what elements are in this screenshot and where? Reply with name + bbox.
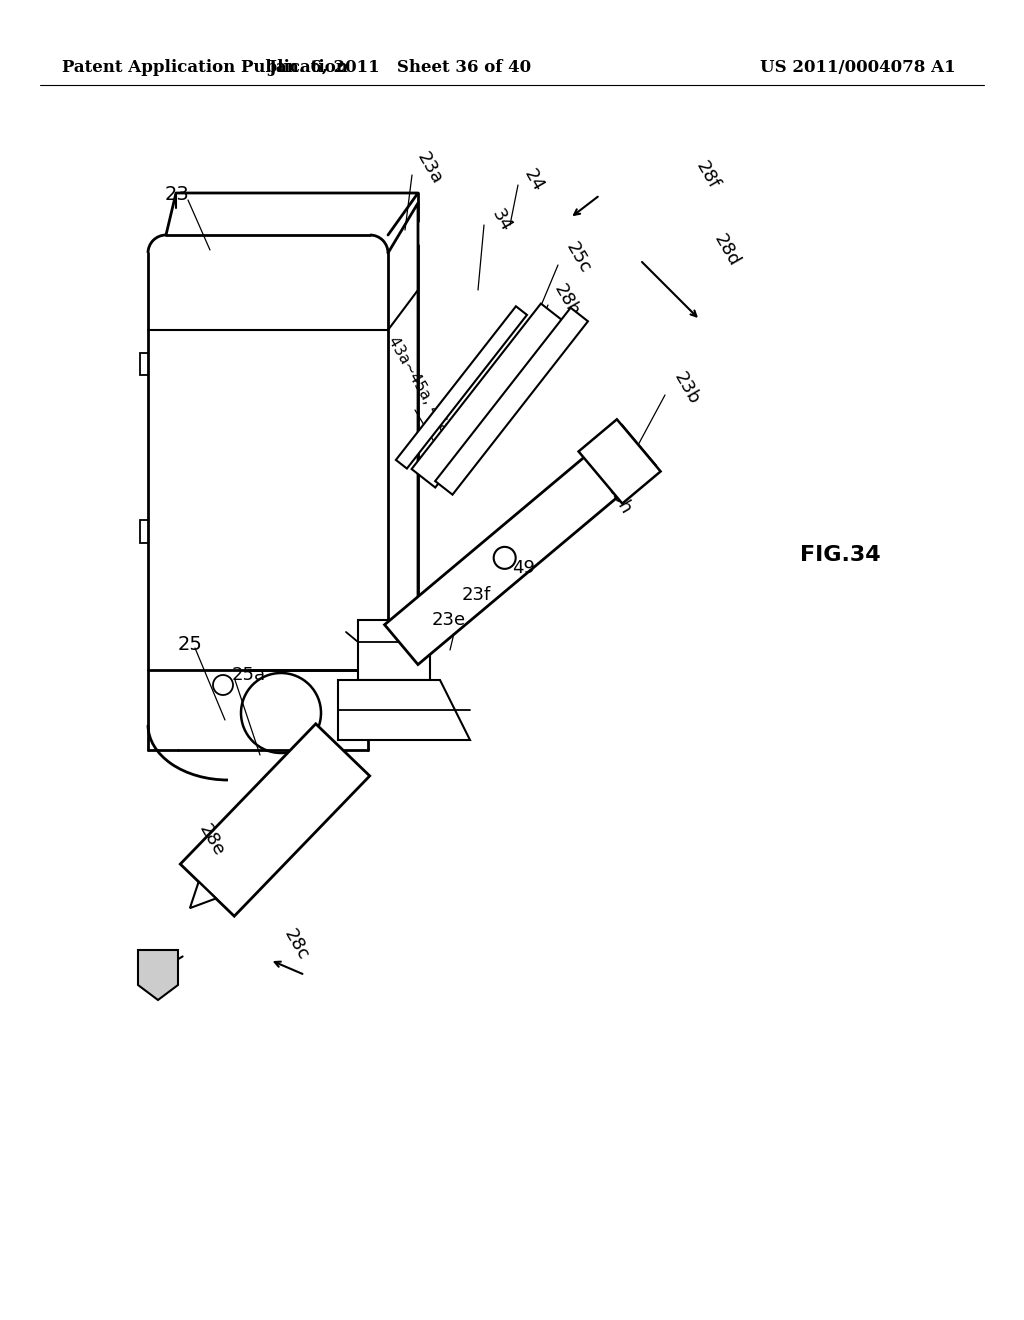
Text: Patent Application Publication: Patent Application Publication: [62, 59, 348, 77]
Text: 23e: 23e: [432, 611, 466, 630]
Text: 25a: 25a: [232, 667, 266, 684]
Text: US 2011/0004078 A1: US 2011/0004078 A1: [760, 59, 955, 77]
Text: 28d: 28d: [710, 231, 742, 269]
Text: FIG.34: FIG.34: [800, 545, 881, 565]
Text: 34: 34: [488, 206, 515, 235]
Polygon shape: [358, 620, 430, 680]
Polygon shape: [338, 680, 470, 741]
Polygon shape: [140, 352, 148, 375]
Text: 25: 25: [178, 635, 203, 655]
Text: 23f: 23f: [462, 586, 492, 605]
Text: Jan. 6, 2011   Sheet 36 of 40: Jan. 6, 2011 Sheet 36 of 40: [268, 59, 531, 77]
Polygon shape: [180, 723, 370, 916]
Polygon shape: [385, 425, 655, 664]
Polygon shape: [138, 950, 178, 1001]
Text: 23: 23: [165, 186, 189, 205]
Text: 28c: 28c: [280, 927, 312, 964]
Polygon shape: [412, 304, 564, 487]
Text: 43a~45a, 47a: 43a~45a, 47a: [385, 334, 453, 436]
Text: 28h: 28h: [550, 281, 583, 319]
Text: 23b: 23b: [670, 368, 702, 408]
Text: 23h: 23h: [602, 479, 635, 517]
Polygon shape: [435, 308, 588, 495]
Text: 49: 49: [512, 558, 535, 577]
Text: 24: 24: [520, 165, 547, 194]
Text: 25c: 25c: [562, 239, 594, 277]
Text: 28e: 28e: [195, 821, 227, 859]
Text: 28f: 28f: [692, 158, 722, 193]
Text: 23a: 23a: [413, 149, 445, 187]
Polygon shape: [579, 420, 660, 503]
Polygon shape: [396, 306, 527, 469]
Polygon shape: [189, 882, 216, 908]
Polygon shape: [140, 520, 148, 543]
